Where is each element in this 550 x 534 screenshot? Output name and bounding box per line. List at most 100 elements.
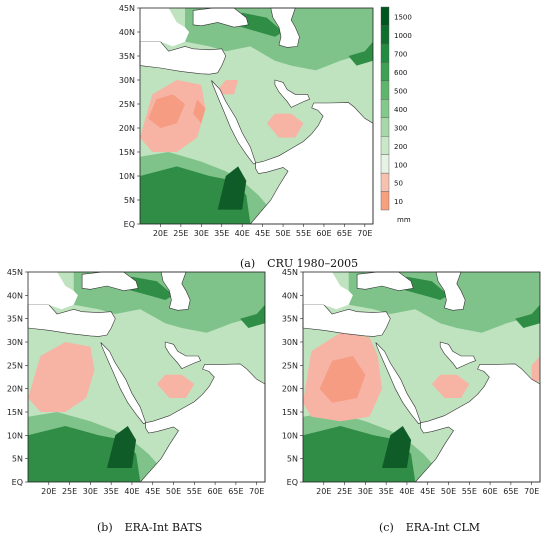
caption-b-tag: (b) [97,521,113,534]
map-c-lon-label: 55E [462,487,477,496]
caption-c-text: ERA-Int CLM [405,521,481,534]
map-a-lon-label: 20E [153,229,168,238]
map-c: EQ 5N 10N 15N 20N 25N 30N 35N 40N 45N 20E 25E 30E 35E… [282,268,541,496]
map-b-caspian-sea [160,271,191,311]
map-a-black-sea [192,7,249,28]
map-a-lon-label: 25E [173,229,188,238]
map-c-ethiopia-highlands [382,426,412,468]
map-c-lat-label: 5N [287,455,298,464]
map-b-frame [27,271,266,483]
map-c-lon-label: 65E [503,487,518,496]
map-a-lat-label: 35N [119,52,135,61]
colorbar-svg: 10 50 100 200 300 400 500 600 700 1000 1500 mm [380,6,412,224]
caption-a-tag: (a) [240,257,256,270]
map-a-lat-label: 45N [119,4,135,13]
map-b-lat-label: 15N [7,408,23,417]
map-b-lat-label: 35N [7,315,23,324]
colorbar-level-label: 50 [394,180,403,188]
map-c-frame [302,271,541,483]
map-b-arabian-sea [139,363,266,483]
map-a-lat-label: 20N [119,124,135,133]
colorbar-swatch [380,25,390,45]
map-c-hindukush [515,304,540,328]
map-a-europe-mask [140,8,190,47]
map-c-lat-label: EQ [287,478,298,487]
map-a-lat-label: 25N [119,100,135,109]
colorbar-swatch [380,191,390,211]
map-a-lat-label: EQ [124,220,135,229]
map-b-lat-label: EQ [12,478,23,487]
map-b-ethiopia-highlands [107,426,137,468]
colorbar-level-label: 700 [394,51,407,59]
map-b-rub-al-khali [156,374,195,398]
map-c-lon-label: 20E [316,487,331,496]
map-a-sinai-arid [217,80,239,95]
map-c-caspian-sea [435,271,466,311]
map-a-red-sea [211,80,257,165]
map-c-lon-label: 70E [524,487,539,496]
map-c-lat-label: 35N [282,315,298,324]
panel-b: EQ 5N 10N 15N 20N 25N 30N 35N 40N 45N 20E 25E 30E 35E… [0,264,275,500]
map-a-lon-label: 55E [296,229,311,238]
panel-c: EQ 5N 10N 15N 20N 25N 30N 35N 40N 45N 20E 25E 30E 35E… [275,264,550,500]
map-b-red-sea [100,342,147,425]
map-b-persian-gulf [164,341,202,369]
map-a-lon-label: 35E [214,229,229,238]
map-b-lat-label: 45N [7,268,23,277]
map-a-ethiopia-highlands [217,166,247,210]
caption-a-text: CRU 1980–2005 [267,257,359,270]
caption-c: (c) ERA-Int CLM [372,508,480,534]
map-c-lat-label: 20N [282,385,298,394]
colorbar-level-label: 400 [394,106,407,114]
map-a-rub-al-khali [266,113,304,138]
colorbar-swatch [380,62,390,82]
map-c-lon-label: 50E [441,487,456,496]
map-c-lat-label: 15N [282,408,298,417]
map-a-hindukush [348,41,373,66]
colorbar: 10 50 100 200 300 400 500 600 700 1000 1500 mm [379,5,434,225]
map-a-lat-label: 30N [119,76,135,85]
map-a-lon-label: 40E [235,229,250,238]
map-b-lat-label: 5N [12,455,23,464]
map-a-lat-label: 10N [119,172,135,181]
map-b-lon-label: 55E [187,487,202,496]
map-b-lon-label: 20E [41,487,56,496]
map-a-sahara-core [148,94,185,128]
map-a-eastern-desert-core [193,99,206,124]
colorbar-level-label: 1500 [394,14,412,22]
caption-b-text: ERA-Int BATS [124,521,203,534]
map-a-caspian-sea [270,7,300,48]
map-b-lon-label: 70E [249,487,264,496]
map-c-lon-label: 40E [399,487,414,496]
map-a-persian-gulf [274,79,310,108]
colorbar-level-label: 10 [394,198,403,206]
map-b-lat-label: 40N [7,291,23,300]
map-a-lon-label: 65E [337,229,352,238]
map-c-lat-label: 25N [282,361,298,370]
map-b-lat-label: 25N [7,361,23,370]
colorbar-swatch [380,154,390,174]
colorbar-swatch [380,172,390,192]
map-c-lon-label: 30E [358,487,373,496]
caption-a: (a) CRU 1980–2005 [233,244,358,270]
map-b-lon-label: 30E [83,487,98,496]
colorbar-level-label: 100 [394,161,407,169]
colorbar-level-label: 300 [394,124,407,132]
map-a-lon-label: 60E [316,229,331,238]
map-a-lat-label: 5N [124,196,135,205]
map-c-arabian-sea [414,363,541,483]
map-c-lon-label: 45E [420,487,435,496]
colorbar-swatch [380,99,390,118]
map-a-lon-label: 30E [194,229,209,238]
map-b-lon-label: 35E [104,487,119,496]
map-a-arabian-sea [249,102,374,225]
caption-c-tag: (c) [379,521,394,534]
caption-b: (b) ERA-Int BATS [90,508,202,534]
map-a-lat-label: 15N [119,148,135,157]
map-b-lon-label: 25E [62,487,77,496]
map-b-lon-label: 45E [145,487,160,496]
map-a-lat-label: 40N [119,28,135,37]
colorbar-level-label: 1000 [394,32,412,40]
colorbar-level-label: 500 [394,87,407,95]
map-b-lon-label: 65E [228,487,243,496]
